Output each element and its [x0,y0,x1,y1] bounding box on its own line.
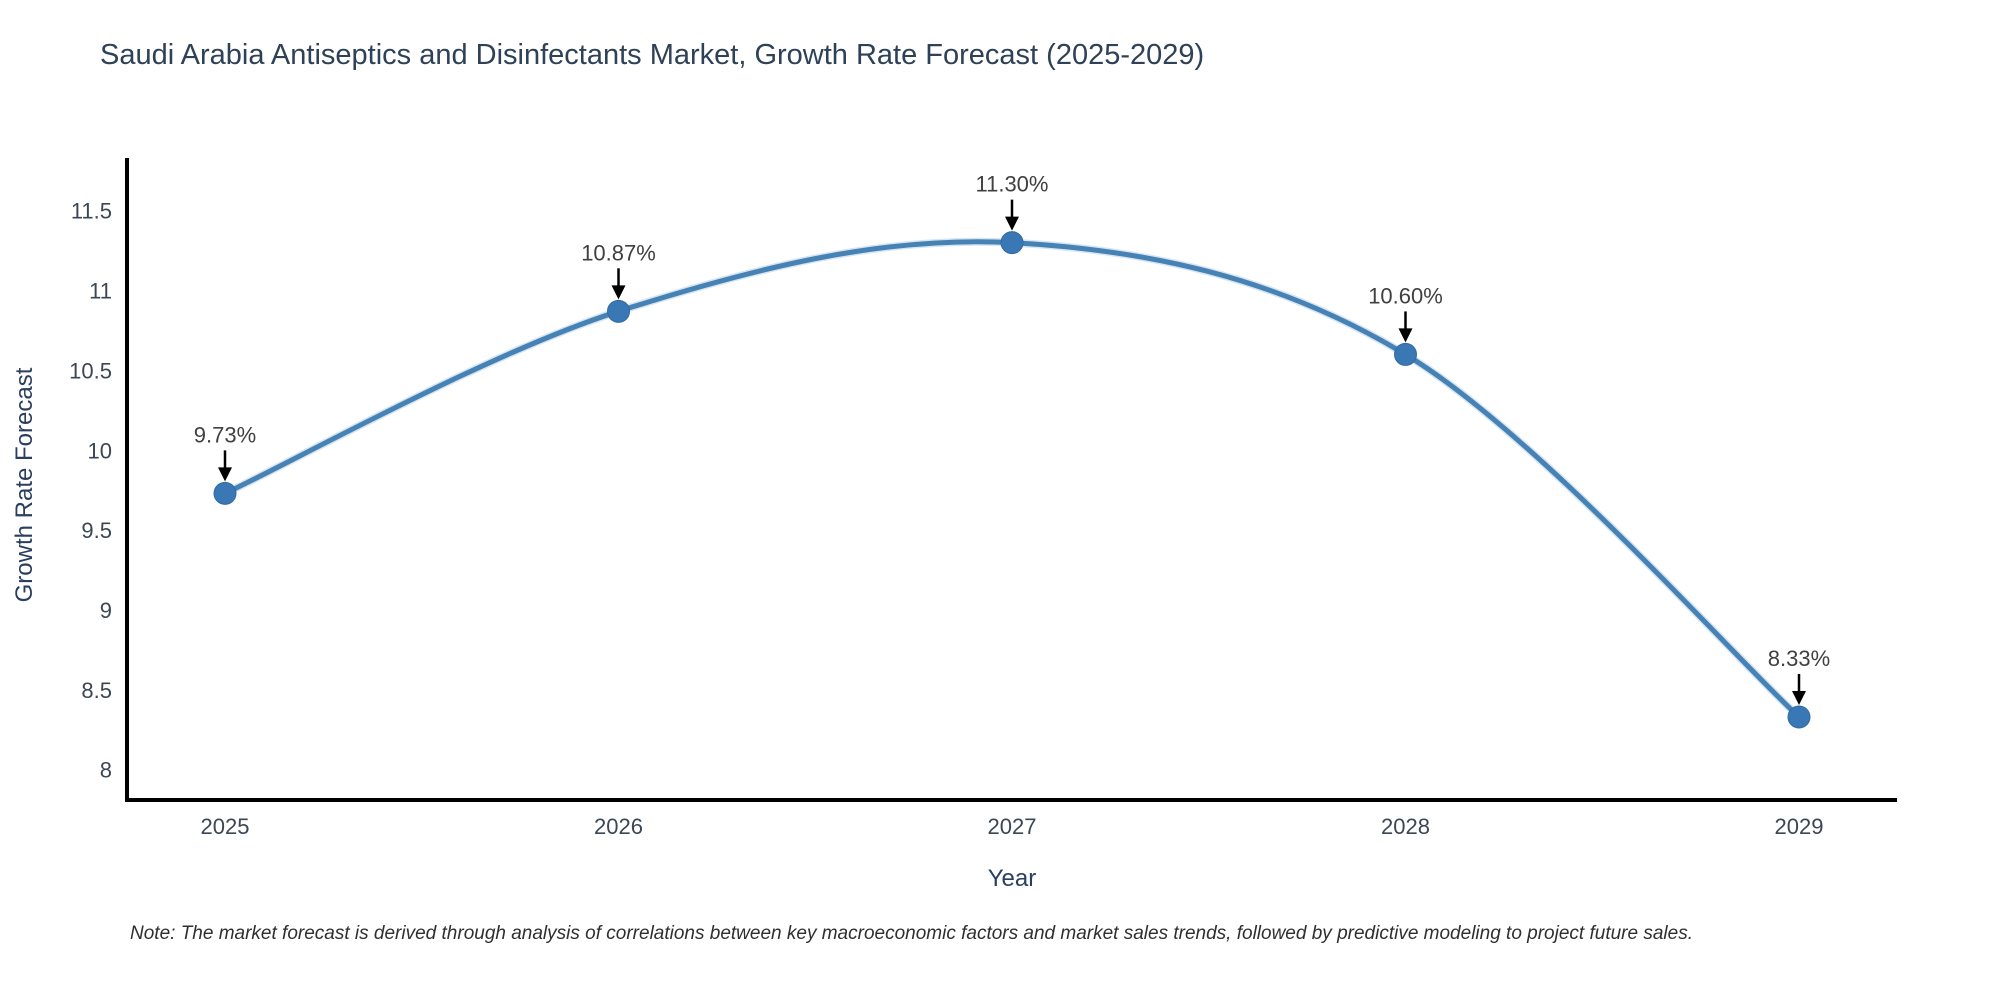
y-axis-title: Growth Rate Forecast [11,367,38,602]
chart-title: Saudi Arabia Antiseptics and Disinfectan… [100,39,1204,71]
x-axis-tick-labels: 2025 2026 2027 2028 2029 [201,814,1824,839]
data-point-value-label: 10.87% [581,240,656,265]
y-tick-label: 10 [88,438,112,463]
annotation-arrow-head-icon [1398,328,1413,343]
x-tick-label: 2026 [594,814,643,839]
x-axis-title: Year [988,865,1037,892]
y-tick-label: 11.5 [71,199,112,224]
y-tick-label: 9 [100,598,112,623]
annotation-arrow-head-icon [1005,216,1019,231]
y-tick-label: 8 [100,758,112,783]
data-point-marker [1000,231,1024,255]
data-point-value-label: 10.60% [1368,283,1443,308]
data-point-value-label: 9.73% [194,422,256,447]
annotation-arrow-head-icon [218,467,232,482]
line-series [222,239,1802,720]
data-point-marker [1787,705,1811,729]
x-tick-label: 2027 [988,814,1037,839]
y-axis-tick-labels: 8 8.5 9 9.5 10 10.5 11 11.5 [69,199,112,783]
x-tick-label: 2029 [1775,814,1824,839]
data-point-marker [1394,342,1417,366]
x-tick-label: 2025 [201,814,250,839]
data-point-value-label: 11.30% [976,172,1049,197]
data-point-value-label: 8.33% [1768,646,1830,671]
footnote: Note: The market forecast is derived thr… [130,923,1693,944]
data-point-annotations: 9.73% 10.87% 11.30% 10.60% 8.33% [194,172,1830,705]
y-tick-label: 9.5 [81,518,112,543]
annotation-arrow-head-icon [1792,690,1806,705]
data-point-marker [607,299,630,323]
data-point-markers [213,231,1811,729]
x-tick-label: 2028 [1381,814,1430,839]
data-point-marker [213,481,237,505]
y-tick-label: 11 [89,279,112,304]
annotation-arrow-head-icon [611,285,626,300]
y-tick-label: 10.5 [69,358,112,383]
axis-spines [125,158,1897,802]
y-tick-label: 8.5 [81,678,112,703]
